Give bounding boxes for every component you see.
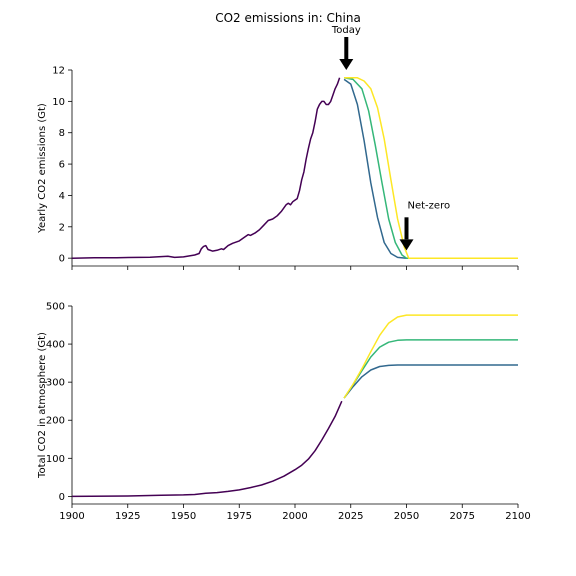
y-tick-label: 0 <box>59 492 65 503</box>
y-tick-label: 4 <box>59 191 65 202</box>
x-tick-label: 2025 <box>338 511 363 522</box>
y-tick-label: 6 <box>59 160 65 171</box>
series-line-history <box>71 400 343 498</box>
today-annotation-label: Today <box>331 25 361 36</box>
y-tick-label: 300 <box>46 378 65 389</box>
y-tick-label: 200 <box>46 416 65 427</box>
series-line-pathway-1 <box>343 78 518 259</box>
y-tick-label: 10 <box>52 97 65 108</box>
y-axis-label: Yearly CO2 emissions (Gt) <box>37 103 48 234</box>
x-tick-label: 2100 <box>505 511 530 522</box>
net-zero-arrow-shaft <box>404 217 409 240</box>
y-tick-label: 400 <box>46 340 65 351</box>
series-line-history <box>71 77 341 259</box>
net-zero-annotation-label: Net-zero <box>408 200 451 211</box>
x-tick-label: 2075 <box>450 511 475 522</box>
y-tick-label: 500 <box>46 302 65 313</box>
y-tick-label: 12 <box>52 66 65 77</box>
y-tick-label: 0 <box>59 254 65 265</box>
series-line-pathway-1 <box>343 364 518 399</box>
x-tick-label: 2000 <box>282 511 307 522</box>
series-line-pathway-3 <box>343 314 518 399</box>
series-line-pathway-2 <box>343 339 518 399</box>
panel-2: 0 100 200 300 400 500 1900 1925 1950 1975 2000 2025… <box>37 302 531 523</box>
x-tick-label: 1900 <box>59 511 84 522</box>
y-tick-label: 8 <box>59 128 65 139</box>
y-tick-label: 2 <box>59 222 65 233</box>
y-tick-label: 100 <box>46 454 65 465</box>
net-zero-arrow-head <box>399 239 414 251</box>
series-line-pathway-3 <box>344 77 518 259</box>
x-tick-label: 2050 <box>394 511 419 522</box>
x-tick-label: 1950 <box>171 511 196 522</box>
x-tick-label: 1925 <box>115 511 140 522</box>
y-axis-label: Total CO2 in atmosphere (Gt) <box>37 332 48 479</box>
today-arrow-shaft <box>344 37 349 59</box>
today-arrow-head <box>339 59 354 70</box>
chart-title: CO2 emissions in: China <box>215 11 361 25</box>
series-line-pathway-2 <box>343 77 518 259</box>
panel-1: 0 2 4 6 8 10 12 Yearly CO2 emissions (Gt) Today N… <box>37 25 519 270</box>
x-tick-label: 1975 <box>227 511 252 522</box>
